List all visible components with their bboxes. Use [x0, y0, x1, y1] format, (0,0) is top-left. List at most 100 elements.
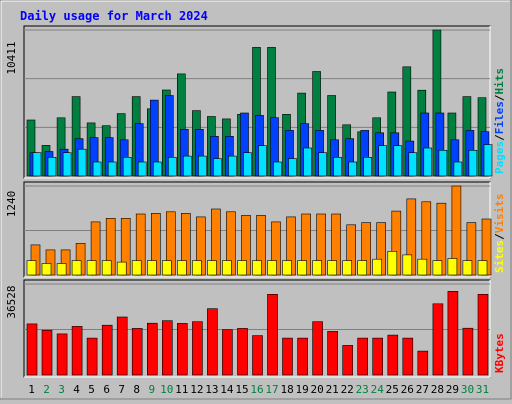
x-label-day-22: 22	[341, 383, 354, 396]
bar-kbytes-day-9	[147, 322, 158, 376]
bar-pages-day-26	[408, 152, 418, 177]
bar-pages-day-13	[213, 158, 222, 177]
bar-kbytes-day-23	[357, 337, 369, 376]
bar-pages-day-16	[258, 145, 267, 177]
bar-pages-day-25	[393, 145, 403, 177]
x-label-day-21: 21	[326, 383, 339, 396]
bar-pages-day-15	[243, 152, 252, 177]
bar-sites-day-11	[177, 260, 187, 276]
x-label-day-3: 3	[58, 383, 65, 396]
bar-kbytes-day-24	[372, 337, 384, 376]
bar-kbytes-day-6	[101, 324, 113, 376]
x-label-day-24: 24	[371, 383, 385, 396]
bar-kbytes-day-26	[402, 337, 414, 376]
x-label-day-19: 19	[295, 383, 308, 396]
x-label-day-2: 2	[43, 383, 50, 396]
bar-pages-day-7	[122, 157, 132, 177]
bar-pages-day-20	[318, 152, 327, 177]
bar-kbytes-day-25	[387, 334, 399, 376]
bar-sites-day-25	[387, 251, 398, 276]
bar-sites-day-20	[312, 260, 322, 276]
bar-sites-day-30	[462, 260, 473, 276]
bar-sites-day-1	[26, 260, 37, 276]
bar-kbytes-day-28	[432, 303, 444, 376]
bar-sites-day-4	[71, 260, 82, 276]
bar-kbytes-day-29	[447, 290, 459, 376]
bar-kbytes-day-15	[237, 328, 248, 376]
bar-kbytes-day-17	[267, 293, 278, 376]
bar-kbytes-day-14	[222, 329, 233, 376]
bar-pages-day-18	[288, 158, 297, 177]
x-label-day-4: 4	[73, 383, 80, 396]
bar-kbytes-day-21	[327, 331, 338, 376]
bar-sites-day-16	[252, 260, 262, 276]
bar-sites-day-2	[41, 263, 52, 276]
x-label-day-7: 7	[118, 383, 125, 396]
legend-separator: /	[493, 233, 506, 240]
bar-sites-day-31	[477, 260, 488, 276]
bar-pages-day-24	[378, 145, 388, 177]
bar-kbytes-day-13	[207, 308, 218, 376]
bar-pages-day-28	[438, 150, 448, 177]
bar-kbytes-day-1	[26, 323, 38, 376]
legend-text-1: Sites/Visits	[493, 194, 506, 274]
x-label-day-18: 18	[280, 383, 293, 396]
y-max-label: 36528	[5, 285, 18, 318]
bar-pages-day-9	[153, 161, 162, 177]
bar-pages-day-19	[303, 147, 312, 177]
x-label-day-30: 30	[461, 383, 474, 396]
x-label-day-17: 17	[265, 383, 278, 396]
x-label-day-28: 28	[431, 383, 444, 396]
bar-pages-day-4	[77, 148, 87, 177]
y-max-label: 10411	[5, 41, 18, 74]
chart-title: Daily usage for March 2024	[20, 9, 208, 23]
legend-1: Sites/Visits	[493, 194, 506, 274]
bar-pages-day-3	[62, 152, 72, 177]
legend-item-files: Files	[493, 101, 506, 134]
bar-kbytes-day-3	[56, 333, 68, 376]
bar-kbytes-day-22	[342, 345, 354, 376]
legend-separator: /	[493, 134, 506, 141]
bar-sites-day-29	[447, 258, 458, 276]
bar-kbytes-day-8	[131, 328, 143, 376]
bar-sites-day-22	[342, 260, 353, 276]
panel-2: 36528 KBytes	[5, 279, 506, 378]
x-label-day-20: 20	[310, 383, 323, 396]
x-label-day-16: 16	[250, 383, 263, 396]
bar-pages-day-27	[423, 147, 433, 177]
x-label-day-1: 1	[28, 383, 35, 396]
bar-sites-day-10	[162, 260, 172, 276]
x-label-day-5: 5	[88, 383, 95, 396]
bar-pages-day-10	[168, 157, 177, 177]
bar-pages-day-5	[92, 161, 102, 177]
bar-sites-day-14	[222, 260, 232, 276]
x-label-day-9: 9	[148, 383, 155, 396]
bar-kbytes-day-19	[297, 337, 308, 376]
bar-sites-day-3	[56, 263, 67, 276]
bar-pages-day-30	[468, 150, 478, 177]
bar-sites-day-27	[417, 258, 428, 276]
bar-sites-day-23	[357, 260, 368, 276]
x-label-day-26: 26	[401, 383, 414, 396]
bar-pages-day-6	[107, 161, 117, 177]
legend-2: KBytes	[493, 333, 506, 373]
x-label-day-10: 10	[160, 383, 173, 396]
bar-sites-day-19	[297, 260, 307, 276]
bar-pages-day-12	[198, 155, 207, 177]
bar-sites-day-26	[402, 254, 413, 276]
bar-pages-day-11	[183, 155, 192, 177]
bar-kbytes-day-27	[417, 350, 429, 376]
panel-1: 1240 Sites/Visits	[5, 181, 506, 278]
bar-pages-day-8	[137, 161, 147, 177]
legend-item-visits: Visits	[493, 194, 506, 234]
y-max-label: 1240	[5, 191, 18, 218]
legend-text-2: KBytes	[493, 333, 506, 373]
bar-sites-day-12	[192, 260, 202, 276]
legend-item-kbytes: KBytes	[493, 333, 506, 373]
bar-kbytes-day-11	[177, 323, 188, 376]
bar-pages-day-31	[483, 144, 493, 177]
bar-kbytes-day-18	[282, 337, 293, 376]
